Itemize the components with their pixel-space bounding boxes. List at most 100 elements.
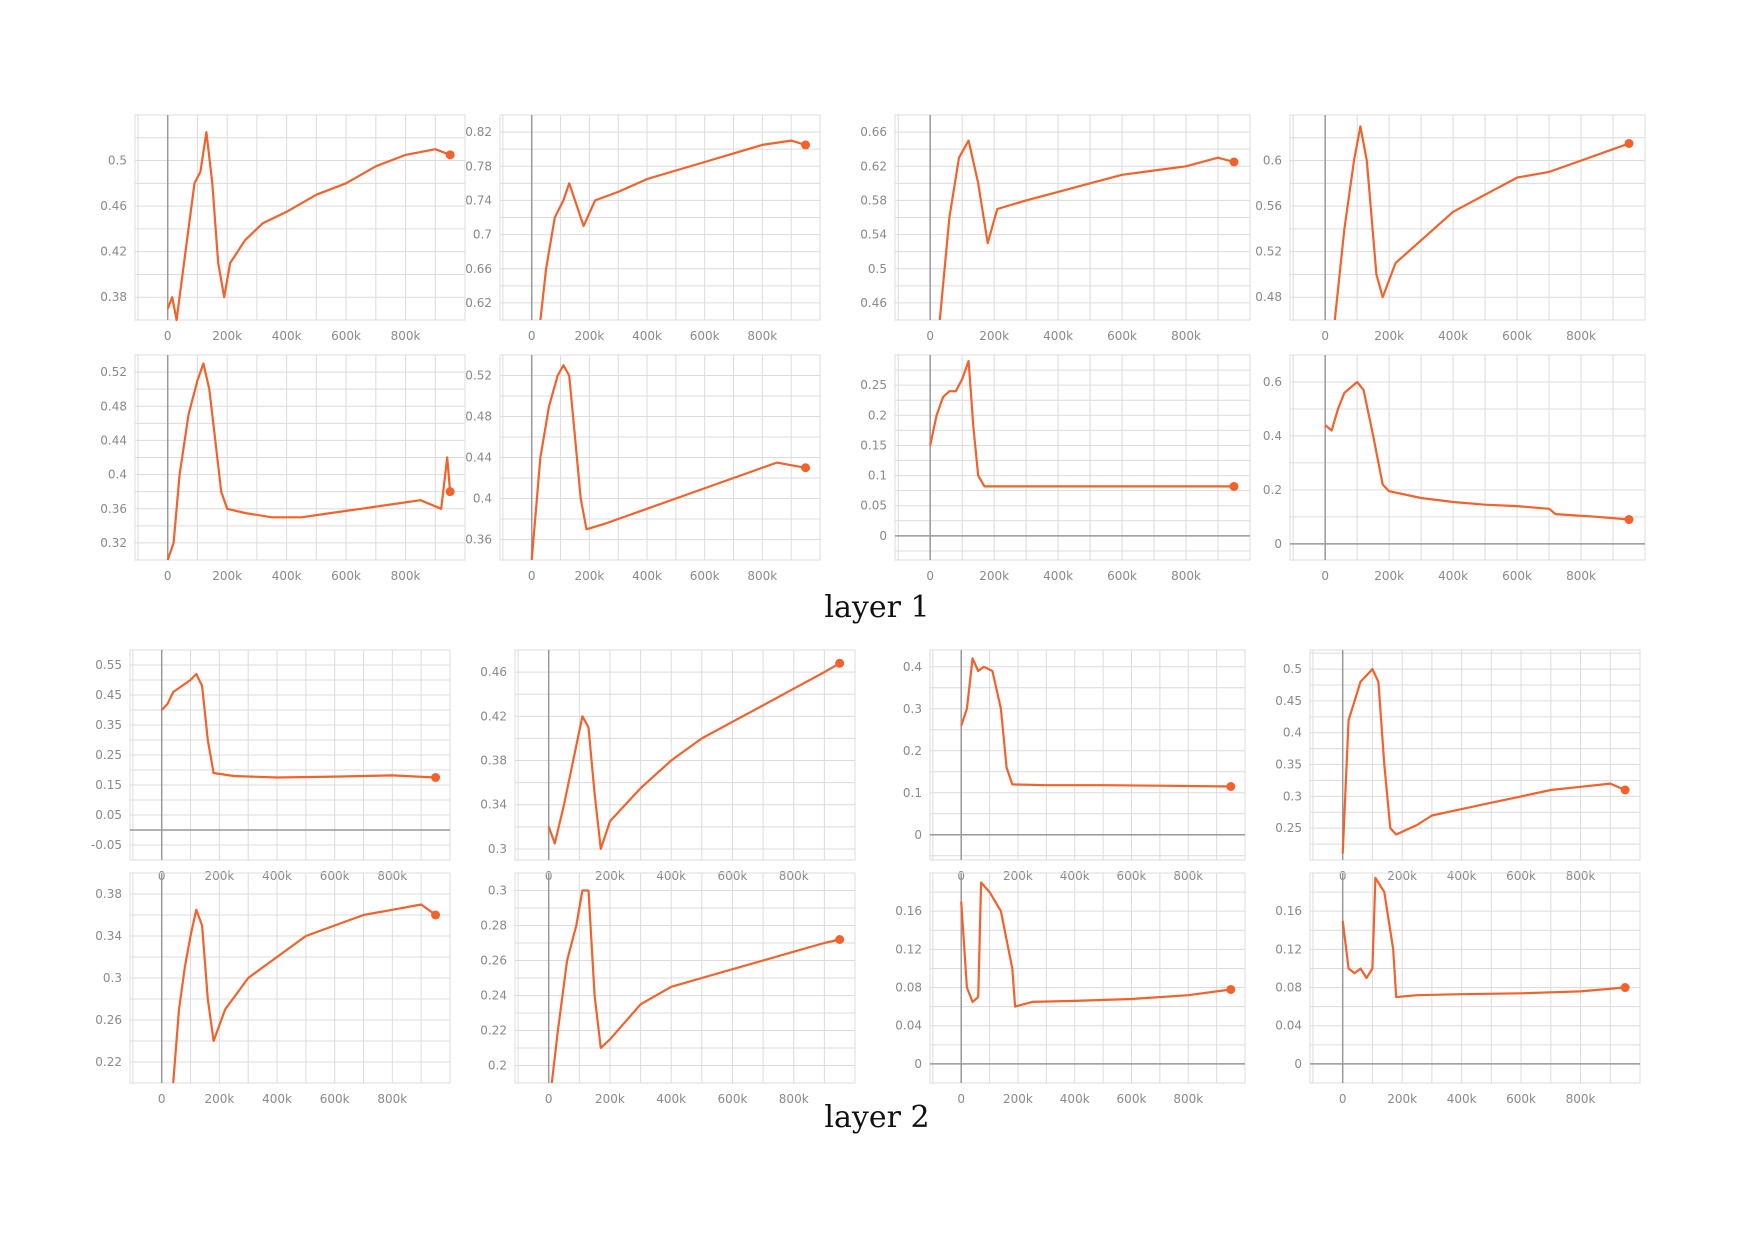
x-tick-label: 400k	[1447, 1092, 1477, 1106]
x-tick-label: 800k	[1171, 329, 1201, 343]
y-tick-label: 0.26	[95, 1013, 122, 1027]
x-tick-label: 600k	[718, 1092, 748, 1106]
x-tick-label: 200k	[979, 329, 1009, 343]
x-tick-label: 600k	[331, 569, 361, 583]
y-tick-label: 0.48	[100, 399, 127, 413]
chart-panel-layer1-r2c4: 0 0.2 0.4 0.6 0 200k 400k 600k 800k	[1263, 354, 1646, 590]
x-tick-label: 400k	[656, 1092, 686, 1106]
x-tick-label: 400k	[632, 329, 662, 343]
y-tick-label: 0.58	[860, 193, 887, 207]
y-tick-label: 0.6	[1263, 375, 1282, 389]
chart-svg: 0 0.04 0.08 0.12 0.16 0 200k 400k 600k 800k	[1275, 872, 1641, 1106]
y-tick-label: 0.74	[465, 193, 492, 207]
y-tick-label: 0.5	[108, 154, 127, 168]
y-tick-label: 0.7	[473, 228, 492, 242]
y-tick-label: 0.52	[100, 365, 127, 379]
y-tick-label: 0.5	[868, 262, 887, 276]
x-tick-label: 600k	[690, 569, 720, 583]
x-tick-label: 200k	[1003, 1092, 1033, 1106]
y-tick-label: 0.05	[95, 808, 122, 822]
y-tick-label: 0.12	[895, 942, 922, 956]
y-tick-label: 0.52	[465, 369, 492, 383]
y-tick-label: 0.6	[1263, 154, 1282, 168]
plot-frame	[1289, 114, 1646, 321]
x-tick-label: 800k	[1566, 1092, 1596, 1106]
chart-panel-layer2-r1c3: 00.10.20.30.40200k400k600k800k	[903, 649, 1246, 890]
y-tick-label: 0.52	[1255, 245, 1282, 259]
y-tick-label: 0.66	[465, 262, 492, 276]
x-tick-label: 600k	[1107, 569, 1137, 583]
series-line	[550, 889, 840, 1084]
series-end-point	[1226, 984, 1236, 994]
chart-panel-layer2-r2c2: 0.2 0.22 0.24 0.26 0.28 0.3 0 200k 400k 600k 800k	[480, 872, 856, 1113]
y-tick-label: 0.25	[1275, 821, 1302, 835]
y-tick-label: 0.15	[95, 778, 122, 792]
y-tick-label: 0.16	[1275, 904, 1302, 918]
x-tick-label: 800k	[779, 1092, 809, 1106]
chart-panel-layer2-r2c1: 0.22 0.26 0.3 0.34 0.38 0 200k 400k 600k 800k	[95, 872, 451, 1113]
y-tick-label: 0.34	[95, 929, 122, 943]
x-tick-label: 200k	[1374, 329, 1404, 343]
y-tick-label: 0.25	[860, 378, 887, 392]
chart-panel-layer1-r2c1: 0.32 0.36 0.4 0.44 0.48 0.52 0 200k 400k 600k 800k	[100, 354, 466, 590]
y-tick-label: 0.2	[1263, 483, 1282, 497]
y-tick-label: 0.78	[465, 159, 492, 173]
series-line	[1324, 380, 1630, 521]
y-tick-label: 0.48	[465, 410, 492, 424]
y-tick-label: 0	[1294, 1057, 1302, 1071]
series-end-point	[431, 773, 441, 782]
y-tick-label: 0.22	[480, 1024, 507, 1038]
y-tick-label: 0.66	[860, 125, 887, 139]
y-tick-label: 0.3	[488, 884, 507, 898]
x-tick-label: 200k	[1387, 1092, 1417, 1106]
x-tick-label: 400k	[1438, 329, 1468, 343]
series-end-point	[1229, 157, 1239, 167]
series-end-point	[1229, 481, 1239, 491]
x-tick-label: 200k	[204, 1092, 234, 1106]
x-tick-label: 800k	[377, 1092, 407, 1106]
x-tick-label: 0	[164, 569, 172, 583]
plot-frame	[1309, 872, 1641, 1084]
chart-svg: 0.62 0.66 0.7 0.74 0.78 0.82 0 200k 400k 600k 800k	[465, 114, 821, 343]
chart-panel-layer2-r2c3: 0 0.04 0.08 0.12 0.16 0 200k 400k 600k 800k	[895, 872, 1246, 1113]
x-tick-label: 800k	[391, 329, 421, 343]
x-tick-label: 200k	[212, 329, 242, 343]
x-tick-label: 400k	[272, 329, 302, 343]
y-tick-label: 0.38	[480, 754, 507, 768]
series-end-point	[1226, 782, 1236, 791]
x-tick-label: 200k	[595, 1092, 625, 1106]
x-tick-label: 0	[1321, 569, 1329, 583]
y-tick-label: 0.46	[480, 665, 507, 679]
y-tick-label: 0.82	[465, 125, 492, 139]
x-tick-label: 800k	[1171, 569, 1201, 583]
x-tick-label: 0	[1339, 1092, 1347, 1106]
y-tick-label: 0.35	[95, 718, 122, 732]
y-tick-label: 0.36	[100, 502, 127, 516]
x-tick-label: 200k	[574, 569, 604, 583]
plot-frame	[134, 114, 466, 321]
y-tick-label: 0	[1274, 537, 1282, 551]
series-line	[1341, 876, 1626, 999]
chart-svg: 0.32 0.36 0.4 0.44 0.48 0.52 0 200k 400k 600k 800k	[100, 354, 466, 583]
series-end-point	[1620, 983, 1630, 993]
x-tick-label: 0	[957, 1092, 965, 1106]
x-tick-label: 0	[158, 1092, 166, 1106]
x-tick-label: 800k	[747, 569, 777, 583]
chart-svg: 0 0.04 0.08 0.12 0.16 0 200k 400k 600k 800k	[895, 872, 1246, 1106]
y-tick-label: 0.45	[1275, 694, 1302, 708]
y-tick-label: 0.1	[903, 786, 922, 800]
series-line	[1333, 125, 1630, 321]
y-tick-label: 0.04	[1275, 1019, 1302, 1033]
y-tick-label: 0.56	[1255, 199, 1282, 213]
y-tick-label: 0.3	[488, 842, 507, 856]
chart-panel-layer1-r2c3: 0 0.05 0.1 0.15 0.2 0.25 0 200k 400k 600k 800k	[860, 354, 1251, 590]
x-tick-label: 0	[545, 1092, 553, 1106]
y-tick-label: 0.48	[1255, 290, 1282, 304]
series-line	[1341, 668, 1626, 854]
y-tick-label: 0.4	[1263, 429, 1282, 443]
series-end-point	[835, 935, 845, 944]
x-tick-label: 400k	[262, 1092, 292, 1106]
plot-frame	[1289, 354, 1646, 561]
series-end-point	[835, 658, 845, 668]
